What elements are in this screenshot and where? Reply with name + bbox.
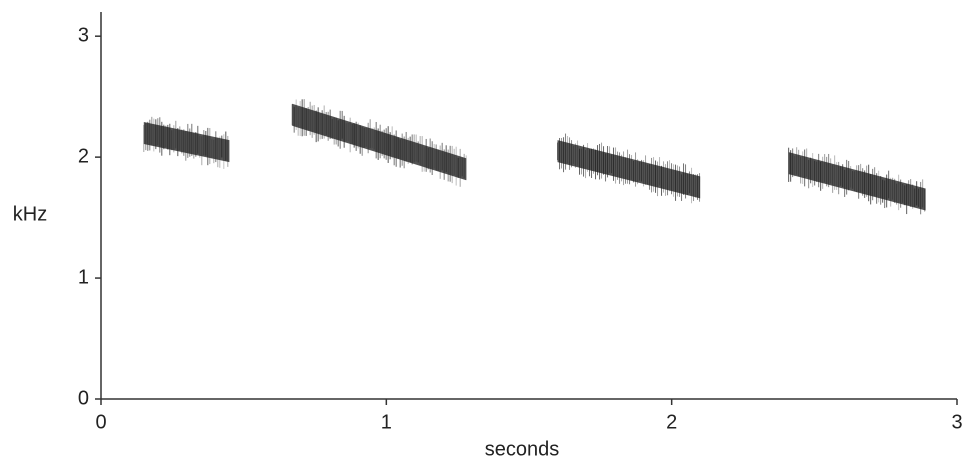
x-axis-label: seconds — [485, 438, 560, 460]
x-tick-label: 0 — [95, 411, 106, 433]
syllable — [292, 103, 467, 181]
y-axis-label: kHz — [13, 203, 47, 225]
syllable — [557, 140, 701, 199]
syllable — [788, 152, 926, 211]
y-tick-label: 3 — [78, 24, 89, 46]
y-tick-label: 2 — [78, 145, 89, 167]
y-tick-label: 1 — [78, 266, 89, 288]
x-tick-label: 1 — [381, 411, 392, 433]
x-tick-label: 2 — [666, 411, 677, 433]
y-tick-label: 0 — [78, 387, 89, 409]
x-tick-label: 3 — [951, 411, 962, 433]
syllable — [143, 121, 230, 163]
